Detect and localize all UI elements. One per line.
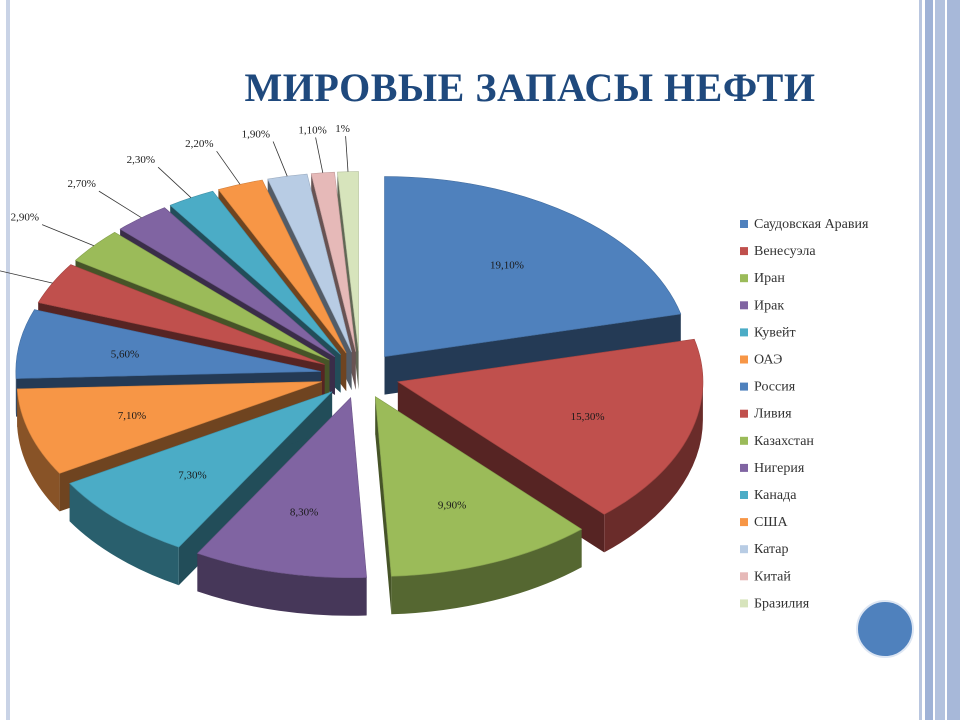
legend-entry-кувейт: Кувейт xyxy=(740,325,796,340)
legend-label: Китай xyxy=(754,569,791,584)
legend-label: Кувейт xyxy=(754,325,796,340)
data-label-венесуэла: 15,30% xyxy=(571,411,605,423)
page-title: МИРОВЫЕ ЗАПАСЫ НЕФТИ xyxy=(244,65,816,110)
leader-line-казахстан xyxy=(41,224,95,247)
decorative-circle xyxy=(856,600,914,658)
legend-swatch xyxy=(740,220,748,228)
legend-entry-китай: Китай xyxy=(740,569,791,584)
legend-swatch xyxy=(740,382,748,391)
legend-label: Канада xyxy=(754,488,797,503)
data-label-саудовская-аравия: 19,10% xyxy=(490,260,524,272)
legend-label: Нигерия xyxy=(754,461,805,476)
data-label-ирак: 8,30% xyxy=(290,507,318,519)
legend-label: Россия xyxy=(754,380,796,395)
legend-swatch xyxy=(740,409,748,418)
legend-swatch xyxy=(740,463,748,472)
legend-label: Катар xyxy=(754,542,789,557)
data-labels: 19,10%15,30%9,90%8,30%7,30%7,10%5,60%3,4… xyxy=(0,123,605,519)
data-label-россия: 5,60% xyxy=(111,348,139,360)
data-label-китай: 1,10% xyxy=(298,124,326,136)
pie-slice-венесуэла xyxy=(397,338,704,553)
data-label-кувейт: 7,30% xyxy=(178,470,206,482)
legend-entry-саудовская-аравия: Саудовская Аравия xyxy=(740,217,869,232)
legend-entry-сша: США xyxy=(740,515,788,530)
data-label-оаэ: 7,10% xyxy=(118,410,146,422)
pie-slice-иран xyxy=(374,396,583,615)
data-label-канада: 2,30% xyxy=(127,154,155,166)
legend-swatch xyxy=(740,355,748,364)
legend-label: США xyxy=(754,515,788,530)
legend-label: Ливия xyxy=(754,407,792,422)
data-label-катар: 1,90% xyxy=(242,129,270,141)
legend-swatch xyxy=(740,545,748,554)
legend-swatch xyxy=(740,518,748,527)
legend-label: Венесуэла xyxy=(754,244,816,259)
leader-line-ливия xyxy=(0,270,53,284)
right-frame-stripes xyxy=(916,0,960,720)
leader-line-нигерия xyxy=(98,190,142,219)
legend-label: Ирак xyxy=(754,298,784,313)
legend-entry-бразилия: Бразилия xyxy=(740,596,810,611)
legend-swatch xyxy=(740,599,748,608)
legend-swatch xyxy=(740,328,748,337)
data-label-иран: 9,90% xyxy=(438,500,466,512)
legend-entry-катар: Катар xyxy=(740,542,789,557)
legend-swatch xyxy=(740,436,748,445)
legend-label: Казахстан xyxy=(754,434,814,449)
legend-entry-россия: Россия xyxy=(740,380,796,395)
legend-entry-ирак: Ирак xyxy=(740,298,784,313)
legend-entry-иран: Иран xyxy=(740,271,785,286)
legend-label: Бразилия xyxy=(754,596,810,611)
pie-slices xyxy=(15,171,704,616)
data-label-бразилия: 1% xyxy=(335,123,350,135)
leader-line-катар xyxy=(272,141,288,177)
legend-swatch xyxy=(740,274,748,283)
legend-entry-ливия: Ливия xyxy=(740,407,792,422)
leader-line-сша xyxy=(216,150,241,185)
pie-slice-ирак xyxy=(196,397,367,616)
data-label-сша: 2,20% xyxy=(185,138,213,150)
legend-label: Саудовская Аравия xyxy=(754,217,869,232)
leader-line-канада xyxy=(157,166,192,198)
legend-entry-нигерия: Нигерия xyxy=(740,461,805,476)
legend-entry-оаэ: ОАЭ xyxy=(740,353,782,368)
data-label-нигерия: 2,70% xyxy=(67,178,95,190)
legend-label: ОАЭ xyxy=(754,353,782,368)
leader-line-китай xyxy=(315,137,324,173)
left-frame-line xyxy=(6,0,10,720)
leader-line-бразилия xyxy=(345,136,349,172)
legend-swatch xyxy=(740,247,748,256)
legend-entry-казахстан: Казахстан xyxy=(740,434,814,449)
legend-swatch xyxy=(740,301,748,310)
legend: Саудовская Аравия Венесуэла Иран Ирак Кувейт… xyxy=(740,217,869,611)
legend-swatch xyxy=(740,491,748,499)
legend-entry-венесуэла: Венесуэла xyxy=(740,244,816,259)
legend-label: Иран xyxy=(754,271,785,286)
data-label-казахстан: 2,90% xyxy=(11,212,39,224)
legend-entry-канада: Канада xyxy=(740,488,797,503)
legend-swatch xyxy=(740,572,748,581)
